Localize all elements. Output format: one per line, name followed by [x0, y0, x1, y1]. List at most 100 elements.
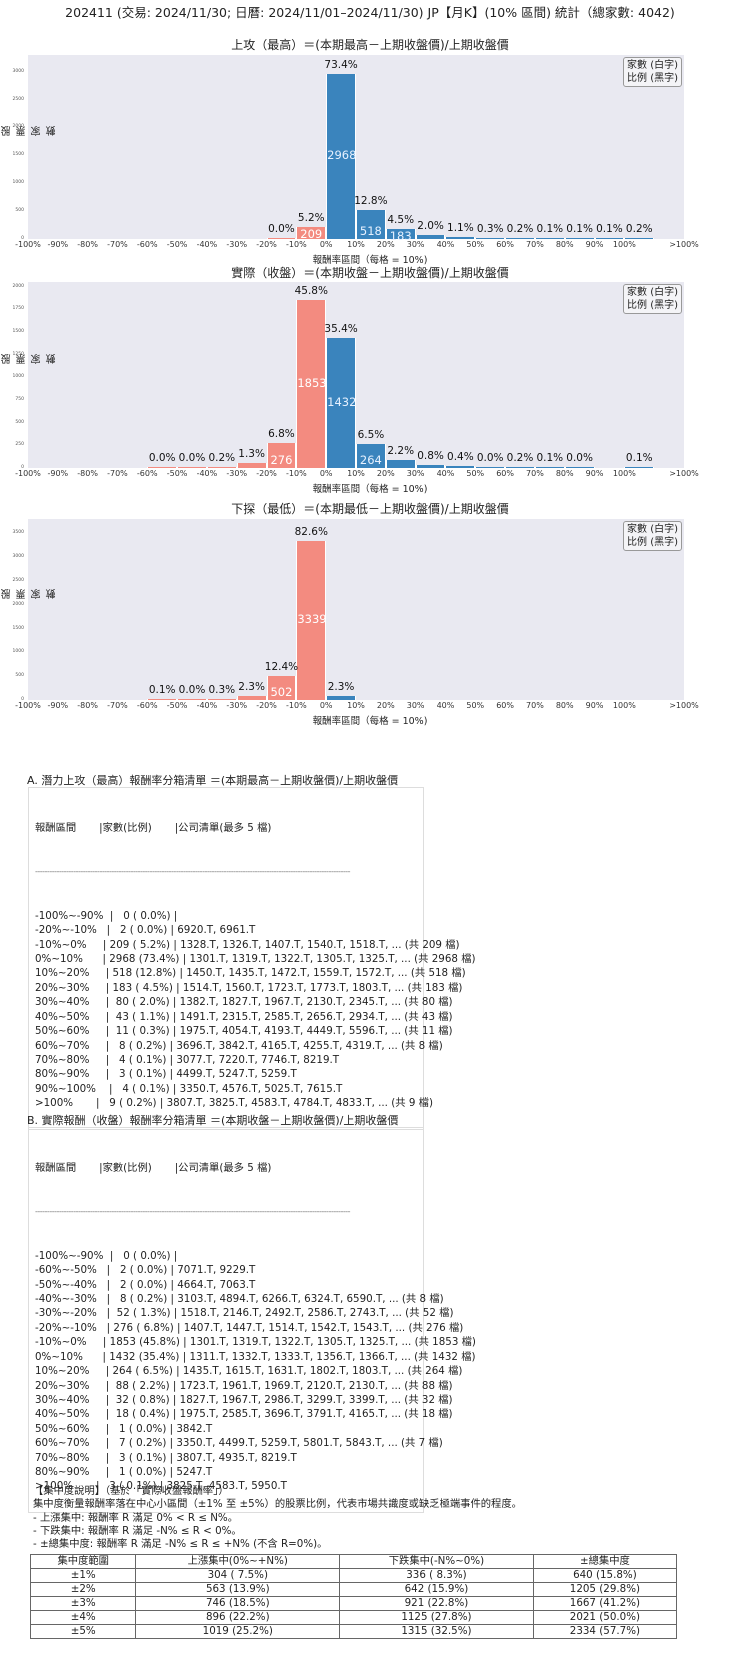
list-item: 50%~60% | 11 ( 0.3%) | 1975.T, 4054.T, 4… — [35, 1025, 453, 1038]
x-tick-label: -30% — [226, 701, 248, 710]
x-tick-label: -70% — [107, 701, 128, 710]
histogram-bar — [505, 237, 535, 239]
list-item: -20%~-10% | 2 ( 0.0%) | 6920.T, 6961.T — [35, 924, 256, 937]
list-item: 10%~20% | 518 (12.8%) | 1450.T, 1435.T, … — [35, 967, 466, 980]
bar-count-label: 502 — [270, 685, 293, 699]
x-tick-label: -30% — [226, 240, 248, 249]
cell: 1315 (32.5%) — [339, 1624, 534, 1639]
list-item: -100%~-90% | 0 ( 0.0%) | — [35, 1249, 178, 1262]
x-tick-label: 30% — [406, 701, 425, 710]
list-item: >100% | 9 ( 0.2%) | 3807.T, 3825.T, 4583… — [35, 1097, 433, 1110]
bar-percent-label: 0.0% — [566, 451, 593, 464]
col-range: 集中度範圍 — [29, 1554, 137, 1569]
x-tick-label: -70% — [107, 240, 128, 249]
y-tick-label: 1000 — [12, 649, 24, 655]
y-tick-label: 1000 — [12, 180, 24, 186]
bar-percent-label: 0.1% — [625, 451, 653, 464]
x-tick-label: -40% — [196, 240, 218, 249]
bar-percent-label: 0.0% — [148, 451, 176, 464]
legend-count-label: 家數 (白字) — [627, 287, 678, 298]
bar-percent-label: 1.3% — [238, 448, 265, 461]
table-row: ±1% 304 ( 7.5%) 336 ( 8.3%) 640 (15.8%) — [29, 1568, 678, 1583]
bar-percent-label: 0.1% — [148, 683, 176, 696]
x-tick-label: 30% — [406, 469, 425, 478]
histogram-bar — [475, 466, 506, 468]
histogram-bar — [594, 237, 625, 239]
histogram-bar — [445, 466, 476, 468]
histogram-bar: 518 — [356, 210, 386, 239]
cell: 1019 (25.2%) — [135, 1624, 341, 1639]
x-tick-label: -50% — [166, 240, 188, 249]
list-item: -10%~0% | 1853 (45.8%) | 1301.T, 1319.T,… — [35, 1336, 476, 1349]
legend-percent-label: 比例 (黑字) — [627, 300, 678, 311]
y-tick-label: 3000 — [12, 554, 24, 560]
bar-count-label: 264 — [359, 453, 382, 467]
cell: 896 (22.2%) — [135, 1610, 341, 1625]
list-item: -100%~-90% | 0 ( 0.0%) | — [35, 909, 178, 922]
x-tick-label: -80% — [77, 701, 98, 710]
bar-percent-label: 0.0% — [178, 451, 206, 464]
histogram-bar — [206, 698, 237, 700]
y-tick-label: 2500 — [12, 577, 24, 583]
y-tick-label: 500 — [15, 419, 24, 425]
histogram-bar: 502 — [266, 676, 297, 700]
concentration-header-row: 集中度範圍 上漲集中(0%~+N%) 下跌集中(-N%~0%) ±總集中度 — [29, 1554, 678, 1569]
x-tick-label: >100% — [669, 240, 699, 249]
histogram-bar: 209 — [296, 227, 327, 241]
x-tick-label: 80% — [555, 240, 574, 249]
x-tick-label: -70% — [107, 469, 128, 478]
table-row: ±3% 746 (18.5%) 921 (22.8%) 1667 (41.2%) — [29, 1596, 678, 1611]
x-tick-label: 100% — [612, 701, 636, 710]
list-item: 30%~40% | 80 ( 2.0%) | 1382.T, 1827.T, 1… — [35, 996, 453, 1009]
x-tick-label: -20% — [256, 701, 277, 710]
list-b-box: 報酬區間 |家數(比例) |公司清單(最多 5 檔) -------------… — [28, 1127, 476, 1514]
bar-percent-label: 6.5% — [357, 429, 385, 442]
histogram-bar — [564, 237, 595, 239]
x-axis-label: 報酬率區間（每格 = 10%) — [312, 484, 428, 495]
y-tick-label: 1500 — [12, 625, 24, 631]
histogram-bar — [534, 237, 565, 239]
x-tick-label: -10% — [286, 701, 307, 710]
x-tick-label: -20% — [256, 240, 277, 249]
x-tick-label: -100% — [15, 701, 41, 710]
histogram-bar — [385, 460, 416, 468]
y-axis-label: 股票家數 — [2, 587, 58, 599]
histogram-bar — [624, 466, 655, 468]
y-tick-label: 1750 — [12, 306, 24, 312]
list-a-rows: -100%~-90% | 0 ( 0.0%) | -20%~-10% | 2 ( … — [35, 909, 476, 1111]
x-tick-label: -60% — [136, 240, 158, 249]
bar-percent-label: 0.2% — [208, 451, 236, 464]
x-tick-label: -50% — [166, 701, 188, 710]
list-item: 90%~100% | 4 ( 0.1%) | 3350.T, 4576.T, 5… — [35, 1082, 343, 1095]
bar-count-label: 276 — [270, 453, 293, 467]
legend-percent-label: 比例 (黑字) — [627, 73, 678, 84]
list-item: 30%~40% | 32 ( 0.8%) | 1827.T, 1967.T, 2… — [35, 1393, 453, 1406]
cell: 563 (13.9%) — [135, 1582, 341, 1597]
x-tick-label: -100% — [15, 469, 41, 478]
x-tick-label: -50% — [166, 469, 188, 478]
x-tick-label: 70% — [526, 469, 544, 478]
y-tick-label: 0 — [21, 465, 24, 470]
bar-percent-label: 0.0% — [476, 451, 504, 464]
x-tick-label: 50% — [466, 240, 485, 249]
histogram-bar — [206, 466, 237, 468]
x-tick-label: 20% — [376, 701, 395, 710]
cell: 2334 (57.7%) — [532, 1624, 678, 1639]
x-tick-label: -80% — [77, 469, 98, 478]
list-a-separator: ----------------------------------------… — [35, 867, 351, 877]
bar-count-label: 1432 — [327, 395, 357, 410]
x-tick-label: 80% — [555, 469, 574, 478]
list-item: 20%~30% | 183 ( 4.5%) | 1514.T, 1560.T, … — [35, 981, 463, 994]
x-tick-label: 90% — [585, 469, 604, 478]
y-tick-label: 2500 — [12, 96, 24, 102]
x-axis-label: 報酬率區間（每格 = 10%) — [312, 255, 428, 266]
y-tick-label: 3000 — [12, 68, 24, 74]
histogram-bar — [177, 466, 207, 468]
list-item: 40%~50% | 18 ( 0.4%) | 1975.T, 2585.T, 3… — [35, 1408, 453, 1421]
x-tick-label: 60% — [496, 240, 514, 249]
cell: ±4% — [29, 1610, 137, 1625]
list-item: 0%~10% | 1432 (35.4%) | 1311.T, 1332.T, … — [35, 1350, 476, 1363]
cell: ±1% — [29, 1568, 137, 1583]
list-a-header: 報酬區間 |家數(比例) |公司清單(最多 5 檔) — [35, 821, 272, 834]
y-axis-label: 股票家數 — [2, 125, 58, 136]
